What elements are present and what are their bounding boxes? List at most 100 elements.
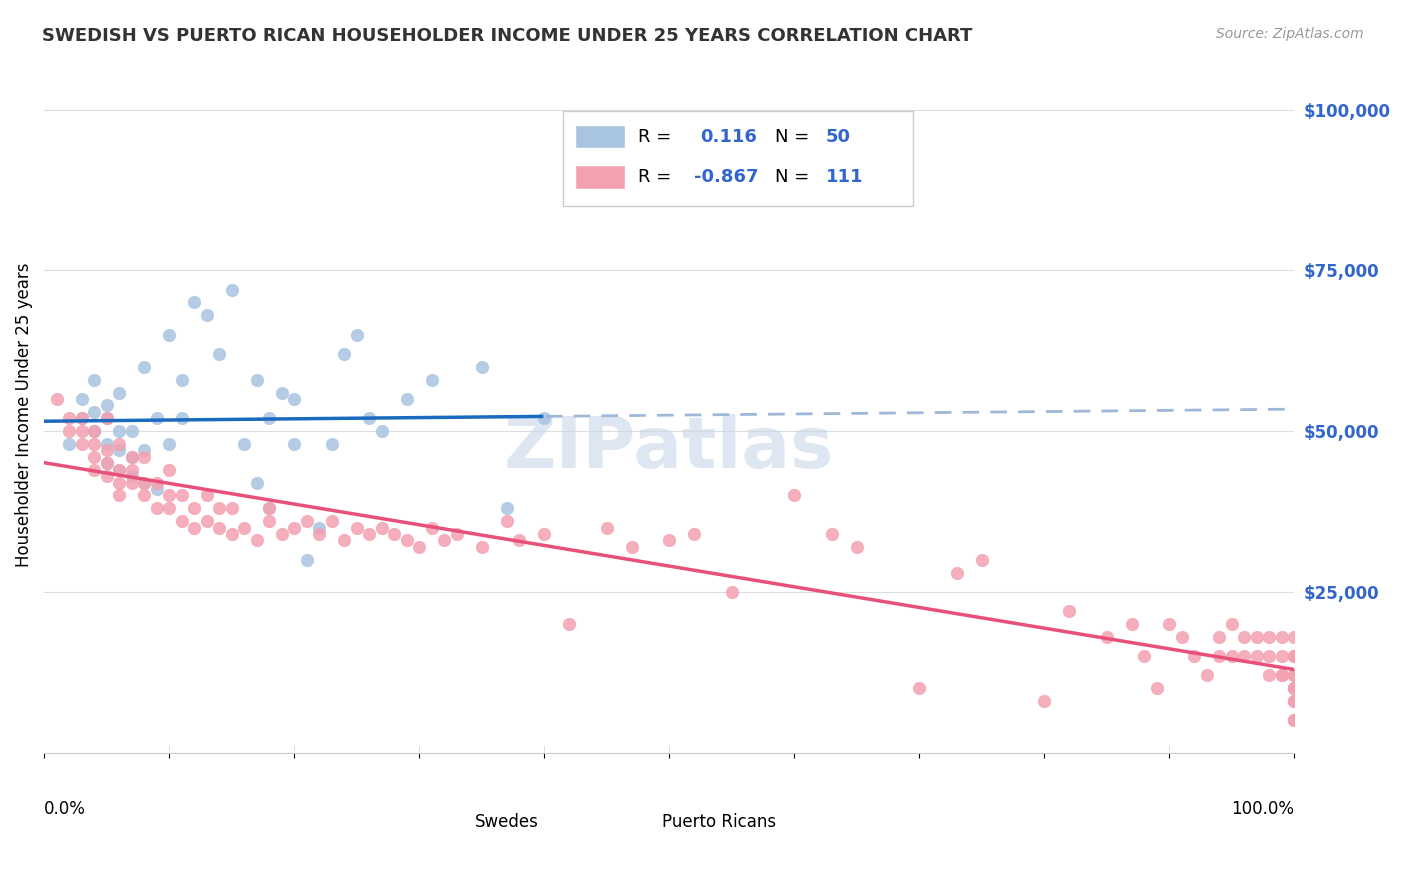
Text: 111: 111 [825,168,863,186]
Text: 50: 50 [825,128,851,146]
Point [83,373,105,387]
Point [233,437,256,451]
Point [121,424,143,438]
Point [1284,649,1306,664]
Point [134,359,156,374]
Point [83,450,105,464]
Point [1195,668,1218,682]
Text: N =: N = [776,168,810,186]
Point [720,584,742,599]
Point [121,463,143,477]
Point [283,520,305,534]
Point [1220,649,1243,664]
Point [1284,714,1306,728]
Point [121,450,143,464]
Text: ZIPatlas: ZIPatlas [505,414,834,483]
Point [134,488,156,502]
Point [446,527,468,541]
Text: Swedes: Swedes [475,814,538,831]
Point [395,392,418,406]
Point [283,437,305,451]
Point [221,501,243,516]
Point [1284,668,1306,682]
Point [208,520,231,534]
Point [45,392,67,406]
Point [1233,630,1256,644]
Point [1182,649,1205,664]
Point [134,450,156,464]
Point [408,540,430,554]
Point [195,488,218,502]
Point [1284,649,1306,664]
Text: R =: R = [638,128,671,146]
Point [295,514,318,528]
Point [1271,668,1294,682]
Point [145,482,167,496]
Point [108,463,131,477]
Point [70,392,93,406]
Point [257,501,280,516]
Point [970,552,993,566]
Point [420,520,443,534]
Point [134,475,156,490]
Point [83,437,105,451]
Point [183,520,205,534]
Point [1220,617,1243,632]
Point [246,533,269,548]
Point [1146,681,1168,696]
Point [183,501,205,516]
Point [1171,630,1194,644]
Point [1284,714,1306,728]
Point [595,520,617,534]
Point [58,424,80,438]
Point [1246,630,1268,644]
Point [58,437,80,451]
Point [1208,630,1230,644]
Point [145,475,167,490]
Point [96,437,118,451]
Point [321,514,343,528]
Point [420,373,443,387]
Point [1284,694,1306,708]
Point [221,283,243,297]
Point [96,443,118,458]
Point [395,533,418,548]
Point [96,456,118,470]
Point [382,527,405,541]
Point [321,437,343,451]
Point [908,681,931,696]
Text: Puerto Ricans: Puerto Ricans [662,814,776,831]
Point [533,411,555,425]
Point [108,443,131,458]
Point [170,514,193,528]
Point [108,385,131,400]
Point [308,527,330,541]
Text: 0.116: 0.116 [700,128,758,146]
Point [108,424,131,438]
Point [157,327,180,342]
Point [257,411,280,425]
Point [257,514,280,528]
Point [233,520,256,534]
Point [83,463,105,477]
Point [108,437,131,451]
Point [471,359,494,374]
Point [145,501,167,516]
Point [346,520,368,534]
Point [1159,617,1181,632]
FancyBboxPatch shape [562,112,912,206]
Point [157,437,180,451]
Point [183,295,205,310]
Point [96,456,118,470]
Point [83,405,105,419]
Point [495,514,517,528]
Point [134,475,156,490]
Text: -0.867: -0.867 [695,168,759,186]
Point [157,501,180,516]
Point [471,540,494,554]
Point [170,411,193,425]
Text: Source: ZipAtlas.com: Source: ZipAtlas.com [1216,27,1364,41]
Point [1258,649,1281,664]
FancyBboxPatch shape [575,125,626,148]
Point [1284,694,1306,708]
